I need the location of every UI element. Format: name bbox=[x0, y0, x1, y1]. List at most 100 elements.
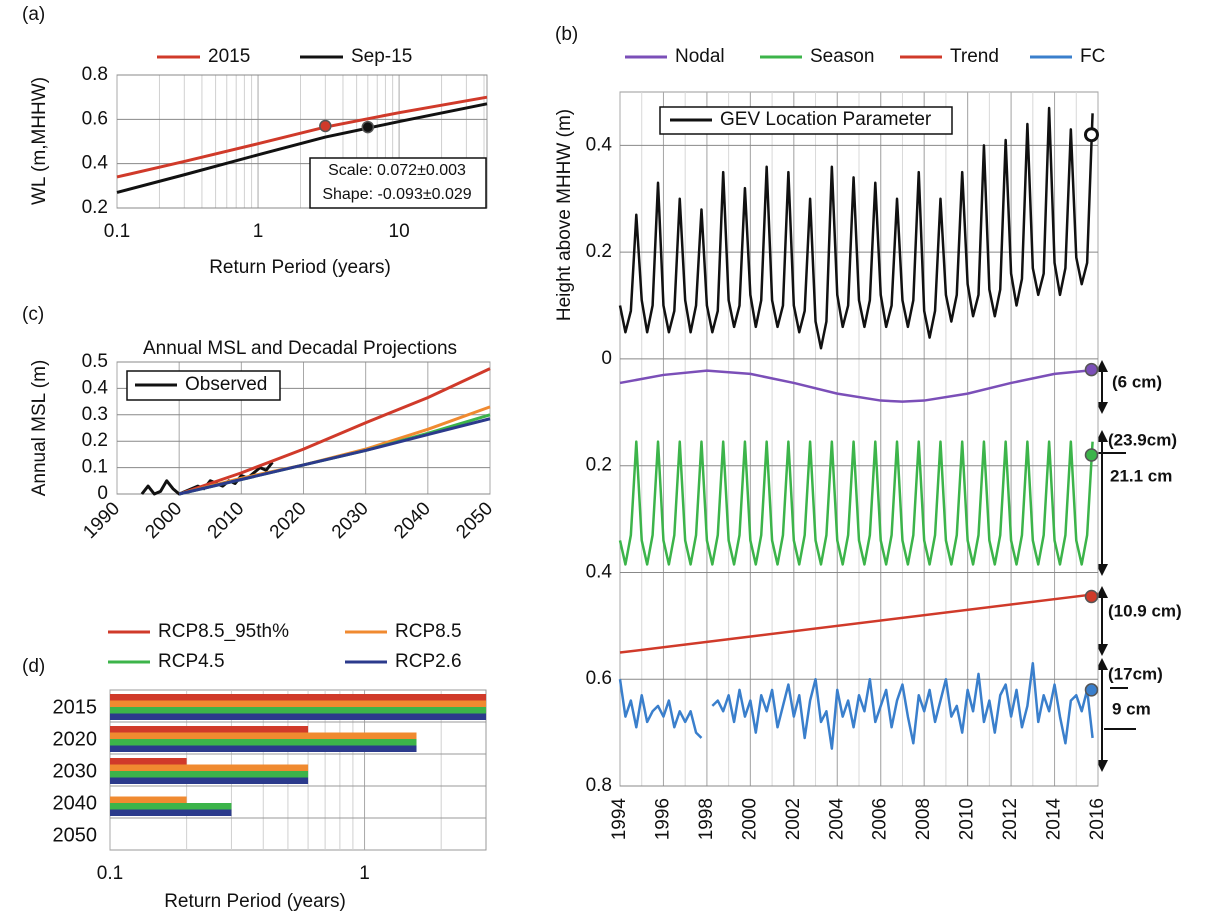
y-axis-label: Height above MHHW (m) bbox=[554, 109, 575, 321]
panel-label: (a) bbox=[22, 4, 45, 25]
panel-label: (b) bbox=[555, 24, 578, 45]
text-box bbox=[309, 157, 487, 209]
series-line bbox=[178, 417, 491, 496]
y-tick-label: 2050 bbox=[53, 824, 98, 846]
series-line bbox=[618, 661, 1094, 750]
bar bbox=[110, 796, 187, 803]
legend-label: GEV Location Parameter bbox=[720, 109, 932, 130]
annotation: Scale: 0.072±0.003 bbox=[328, 162, 466, 179]
annotation: (17cm) bbox=[1108, 664, 1163, 683]
annotation: (10.9 cm) bbox=[1108, 601, 1182, 620]
y-tick-label: 0.4 bbox=[82, 153, 109, 174]
series-line bbox=[619, 368, 1099, 403]
series-marker bbox=[319, 119, 332, 133]
bar bbox=[110, 771, 309, 778]
y-tick-label: 0.1 bbox=[82, 457, 108, 478]
x-tick-label: 2010 bbox=[957, 798, 978, 840]
bar bbox=[110, 758, 187, 765]
x-tick-label: 2000 bbox=[739, 798, 760, 840]
annotation: Shape: -0.093±0.029 bbox=[322, 186, 471, 203]
y-tick-label: 0.5 bbox=[82, 351, 108, 372]
x-tick-label: 2012 bbox=[1000, 798, 1021, 840]
x-axis-label: Return Period (years) bbox=[164, 891, 346, 912]
y-tick-label: 0.4 bbox=[82, 377, 109, 398]
legend-label: 2015 bbox=[208, 46, 250, 67]
series-line bbox=[618, 106, 1094, 350]
annotation: 9 cm bbox=[1112, 699, 1151, 718]
x-tick-label: 2002 bbox=[783, 798, 804, 840]
legend-label: Observed bbox=[185, 374, 267, 395]
y-axis-label: WL (m,MHHW) bbox=[29, 77, 50, 205]
y-tick-label: 0.6 bbox=[82, 108, 108, 129]
panel-label: (d) bbox=[22, 656, 45, 677]
y-tick-label: 0.4 bbox=[586, 134, 613, 155]
y-tick-label: 0.6 bbox=[586, 668, 612, 689]
series-marker bbox=[1084, 683, 1099, 697]
legend-label: RCP4.5 bbox=[158, 651, 225, 672]
y-tick-label: 0.2 bbox=[586, 455, 612, 476]
x-tick-label: 2040 bbox=[390, 498, 435, 543]
bar bbox=[110, 700, 486, 707]
range-arrows bbox=[1092, 360, 1136, 772]
annotation: 21.1 cm bbox=[1110, 466, 1172, 485]
x-tick-label: 2006 bbox=[870, 798, 891, 840]
x-tick-label: 10 bbox=[389, 221, 410, 242]
chart-title: Annual MSL and Decadal Projections bbox=[143, 338, 457, 359]
y-tick-label: 0.3 bbox=[82, 404, 108, 425]
y-tick-label: 0 bbox=[97, 483, 108, 504]
x-tick-label: 2016 bbox=[1087, 798, 1108, 840]
series-line bbox=[619, 592, 1099, 654]
x-tick-label: 2050 bbox=[452, 498, 497, 543]
legend-label: Nodal bbox=[675, 46, 725, 67]
panel-label: (c) bbox=[22, 304, 44, 325]
x-tick-label: 2014 bbox=[1044, 798, 1065, 841]
bar bbox=[110, 745, 417, 752]
x-tick-label: 2020 bbox=[266, 498, 311, 543]
series-line bbox=[116, 102, 488, 194]
x-axis-label: Return Period (years) bbox=[209, 257, 391, 278]
series-marker bbox=[1084, 362, 1099, 377]
x-tick-label: 2004 bbox=[826, 798, 847, 841]
legend-label: Trend bbox=[950, 46, 999, 67]
bar bbox=[110, 809, 232, 816]
x-tick-label: 1998 bbox=[696, 798, 717, 840]
y-tick-label: 0.8 bbox=[82, 64, 108, 85]
bar bbox=[110, 713, 486, 720]
bar bbox=[110, 777, 309, 784]
y-tick-label: 2015 bbox=[53, 696, 98, 718]
y-tick-label: 0.8 bbox=[586, 775, 612, 796]
x-tick-label: 1990 bbox=[79, 498, 124, 543]
x-tick-label: 0.1 bbox=[104, 221, 130, 242]
annotation: (23.9cm) bbox=[1108, 430, 1177, 449]
legend-label: Season bbox=[810, 46, 874, 67]
series-line bbox=[178, 367, 491, 496]
legend-label: Sep-15 bbox=[351, 46, 412, 67]
bar bbox=[110, 694, 486, 701]
x-tick-label: 1 bbox=[253, 221, 264, 242]
x-tick-label: 2000 bbox=[142, 498, 187, 543]
y-tick-label: 0 bbox=[601, 348, 612, 369]
bar bbox=[110, 739, 417, 746]
y-tick-label: 0.2 bbox=[82, 197, 108, 218]
y-tick-label: 2040 bbox=[53, 792, 98, 814]
series-marker bbox=[1084, 589, 1099, 604]
series-marker bbox=[1084, 448, 1099, 462]
annotation: (6 cm) bbox=[1112, 372, 1162, 391]
x-tick-label: 1994 bbox=[609, 798, 630, 841]
legend-label: FC bbox=[1080, 46, 1105, 67]
series-line bbox=[618, 440, 1094, 566]
legend-label: RCP8.5_95th% bbox=[158, 621, 289, 642]
series-marker bbox=[1083, 127, 1099, 143]
legend-label: RCP8.5 bbox=[395, 621, 462, 642]
x-tick-label: 2030 bbox=[328, 498, 373, 543]
y-tick-label: 0.2 bbox=[586, 241, 612, 262]
bar bbox=[110, 732, 417, 739]
x-tick-label: 2008 bbox=[913, 798, 934, 840]
bar bbox=[110, 726, 309, 733]
x-tick-label: 1 bbox=[359, 863, 370, 884]
y-tick-label: 0.4 bbox=[586, 561, 613, 582]
series-line bbox=[116, 95, 488, 179]
x-tick-label: 0.1 bbox=[97, 863, 123, 884]
